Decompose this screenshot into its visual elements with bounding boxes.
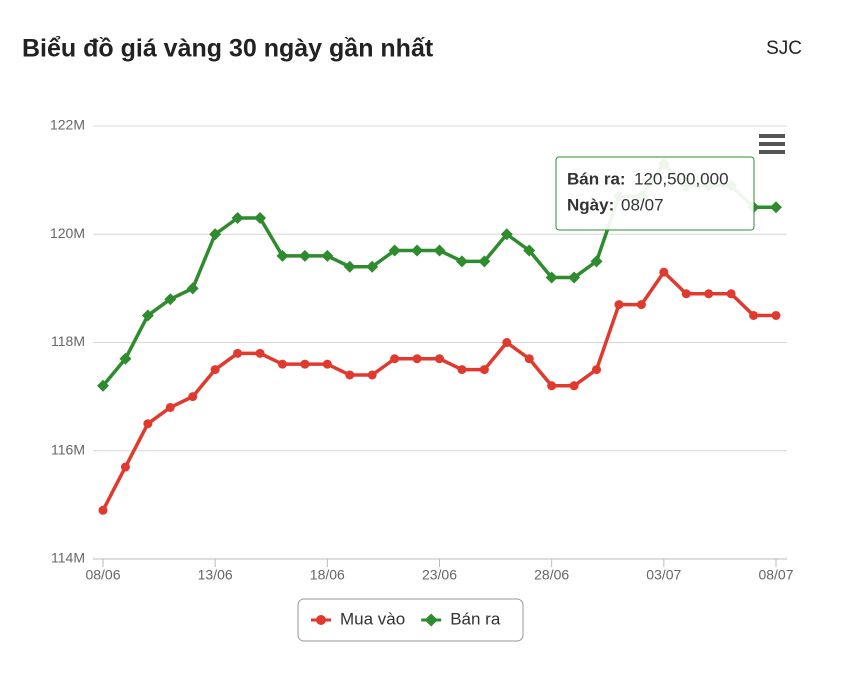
- point: [659, 267, 669, 277]
- menu-icon[interactable]: [759, 134, 785, 154]
- point: [300, 359, 310, 369]
- point: [164, 293, 177, 306]
- point: [255, 348, 265, 358]
- point: [298, 249, 311, 262]
- point: [97, 379, 109, 392]
- point: [502, 338, 512, 347]
- point: [500, 228, 513, 241]
- point: [590, 255, 603, 268]
- point: [276, 249, 289, 262]
- x-tick-label: 03/07: [646, 567, 681, 583]
- tooltip-date: 08/07: [621, 195, 664, 214]
- point: [343, 260, 356, 273]
- point: [120, 462, 130, 472]
- legend-marker: [316, 615, 326, 625]
- point: [388, 244, 401, 257]
- point: [390, 354, 400, 364]
- point: [435, 354, 444, 364]
- point: [366, 260, 379, 273]
- tooltip: Bán ra: 120,500,000 Ngày: 08/07: [555, 156, 755, 231]
- y-tick-label: 116M: [51, 441, 85, 457]
- point: [681, 289, 691, 299]
- series-line: [101, 270, 776, 512]
- point: [455, 255, 468, 268]
- tooltip-date-label: Ngày:: [567, 195, 614, 214]
- point: [322, 359, 332, 369]
- legend-marker: [424, 613, 438, 627]
- legend-label: Mua vào: [340, 609, 405, 628]
- point: [457, 365, 467, 375]
- tooltip-value: 120,500,000: [634, 169, 729, 188]
- point: [704, 289, 714, 299]
- grid: 114M 116M 118M 120M 122M 08/06 13/06 18/06 23/06…: [50, 117, 794, 583]
- x-tick-label: 28/06: [534, 567, 569, 583]
- point: [478, 255, 491, 268]
- menu-bar: [759, 134, 785, 138]
- legend-box: [297, 598, 524, 642]
- point: [98, 505, 108, 515]
- point: [614, 300, 624, 310]
- point: [771, 310, 781, 320]
- point: [210, 365, 220, 375]
- point: [143, 419, 153, 429]
- y-tick-label: 114M: [51, 550, 85, 566]
- point: [254, 212, 267, 225]
- point: [367, 370, 377, 380]
- y-tick-label: 122M: [50, 117, 85, 133]
- point: [411, 244, 424, 257]
- point: [188, 392, 198, 402]
- x-tick-label: 08/07: [758, 567, 793, 583]
- point: [412, 354, 422, 364]
- point: [479, 365, 489, 375]
- point: [277, 359, 287, 369]
- tooltip-label: Bán ra:: [567, 169, 626, 188]
- x-tick-label: 18/06: [310, 567, 345, 583]
- chart-title: Biểu đồ giá vàng 30 ngày gần nhất: [22, 35, 434, 63]
- menu-bar: [759, 150, 785, 154]
- legend-label: Bán ra: [450, 609, 501, 628]
- y-tick-label: 120M: [50, 225, 85, 241]
- point: [433, 244, 446, 257]
- x-tick-label: 23/06: [422, 567, 457, 583]
- point: [569, 381, 579, 391]
- point: [726, 289, 736, 299]
- tooltip-box: [555, 156, 755, 231]
- point: [345, 370, 355, 380]
- point: [770, 201, 782, 214]
- point: [231, 212, 244, 225]
- point: [545, 271, 558, 284]
- point: [592, 365, 602, 375]
- point: [547, 381, 557, 391]
- point: [749, 310, 759, 320]
- chart-subtitle: SJC: [766, 38, 802, 59]
- legend: Mua vào Bán ra: [297, 598, 524, 642]
- point: [233, 348, 243, 358]
- point: [321, 249, 334, 262]
- y-tick-label: 118M: [51, 333, 85, 349]
- point: [568, 271, 581, 284]
- point: [119, 352, 132, 365]
- point: [209, 228, 222, 241]
- point: [186, 282, 199, 295]
- menu-bar: [759, 142, 785, 146]
- point: [524, 354, 534, 364]
- point: [636, 300, 646, 310]
- point: [141, 309, 154, 322]
- point: [523, 244, 536, 257]
- x-tick-label: 08/06: [85, 567, 120, 583]
- point: [165, 402, 175, 412]
- x-tick-label: 13/06: [198, 567, 233, 583]
